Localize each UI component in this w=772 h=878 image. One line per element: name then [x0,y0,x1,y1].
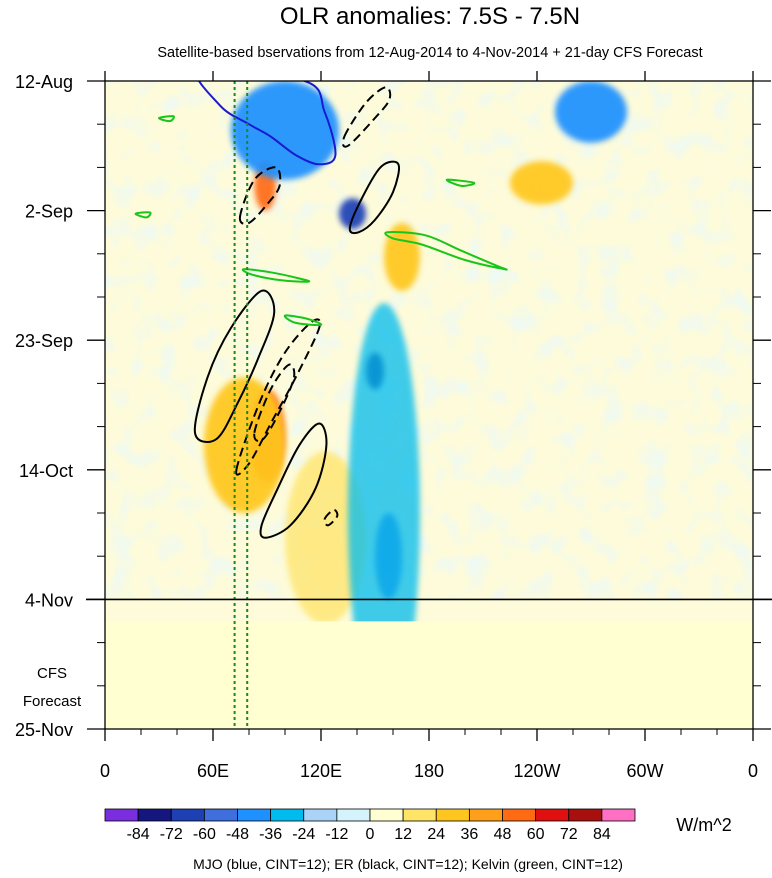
colorbar-swatch-4 [237,808,272,822]
er-dashed-contour-2 [235,318,322,476]
anomaly-feature-9 [348,303,420,723]
anomaly-feature-11 [231,81,339,180]
er-dashed-contour-4 [323,508,339,527]
anomaly-feature-5 [510,161,573,205]
kelvin-contour-0 [384,231,508,271]
anomaly-feature-4 [384,222,420,291]
anomaly-feature-10 [555,81,627,143]
kelvin-contour-5 [445,178,476,187]
wave-contours [134,81,508,539]
x-tick-label-6: 0 [748,761,758,781]
y-tick-label-2: 23-Sep [15,331,73,351]
background-texture [105,81,753,600]
forecast-region [105,621,753,729]
er-dashed-contour-0 [238,166,282,225]
er-solid-contour-0 [348,160,400,235]
er-dashed-contour-1 [341,86,392,148]
colorbar-units: W/m^2 [676,815,731,835]
y-tick-label-0: 12-Aug [15,72,73,92]
colorbar-label-2: -60 [193,826,216,843]
x-tick-label-0: 0 [100,761,110,781]
colorbar-swatch-14 [568,808,603,822]
x-tick-label-3: 180 [414,761,444,781]
anomaly-feature-6 [339,198,366,230]
colorbar-swatch-10 [435,808,470,822]
colorbar-swatch-12 [502,808,537,822]
colorbar-swatch-13 [535,808,570,822]
plot-area [105,81,753,729]
colorbar-swatch-7 [336,808,371,822]
colorbar-label-3: -48 [226,826,249,843]
colorbar-label-1: -72 [160,826,183,843]
colorbar-swatch-2 [170,808,205,822]
forecast-label-line-1: CFS [37,665,67,682]
colorbar-swatch-5 [270,808,305,822]
y-tick-label-3: 14-Oct [19,461,73,481]
colorbar-label-13: 72 [560,826,578,843]
colorbar-label-14: 84 [593,826,611,843]
y-axis: 12-Aug 2-Sep 23-Sep 14-Oct 4-Nov 25-Nov [15,72,771,740]
colorbar: -84 -72 -60 -48 -36 -24 -12 0 12 24 36 48 60 72 84 [104,808,636,843]
colorbar-swatch-0 [104,808,139,822]
colorbar-label-10: 36 [460,826,478,843]
reference-longitudes [233,81,249,729]
colorbar-swatch-1 [137,808,172,822]
colorbar-label-7: 0 [366,826,375,843]
colorbar-label-8: 12 [394,826,412,843]
colorbar-swatch-6 [303,808,338,822]
colorbar-label-5: -24 [292,826,315,843]
x-tick-label-5: 60W [626,761,663,781]
colorbar-swatch-8 [369,808,404,822]
chart-title: OLR anomalies: 7.5S - 7.5N [280,3,580,30]
legend-note: MJO (blue, CINT=12); ER (black, CINT=12)… [193,856,623,872]
x-tick-label-1: 60E [197,761,229,781]
colorbar-label-6: -12 [325,826,348,843]
forecast-label-line-2: Forecast [23,693,82,710]
colorbar-label-12: 60 [527,826,545,843]
anomaly-features [204,81,627,723]
y-tick-label-5: 25-Nov [15,720,73,740]
x-axis: 0 60E 120E 180 120W 60W 0 [100,71,758,781]
colorbar-swatch-3 [203,808,238,822]
colorbar-label-11: 48 [494,826,512,843]
er-solid-contour-1 [193,289,276,443]
er-solid-contour-2 [259,422,328,539]
er-dashed-contour-3 [253,363,296,442]
mjo-contour-0 [197,81,337,166]
colorbar-swatch-9 [402,808,437,822]
anomaly-feature-3 [285,451,366,625]
anomaly-feature-2 [204,377,285,513]
y-tick-label-4: 4-Nov [25,590,73,610]
colorbar-label-9: 24 [427,826,445,843]
colorbar-swatch-15 [601,808,636,822]
kelvin-contour-3 [134,211,152,219]
kelvin-contour-4 [157,115,175,123]
chart-subtitle: Satellite-based bservations from 12-Aug-… [157,45,702,61]
x-tick-label-4: 120W [513,761,560,781]
colorbar-label-4: -36 [259,826,282,843]
y-tick-label-1: 2-Sep [25,202,73,222]
colorbar-swatch-11 [468,808,503,822]
x-tick-label-2: 120E [300,761,342,781]
kelvin-contour-2 [283,314,323,327]
kelvin-contour-1 [241,268,311,283]
colorbar-label-0: -84 [127,826,150,843]
